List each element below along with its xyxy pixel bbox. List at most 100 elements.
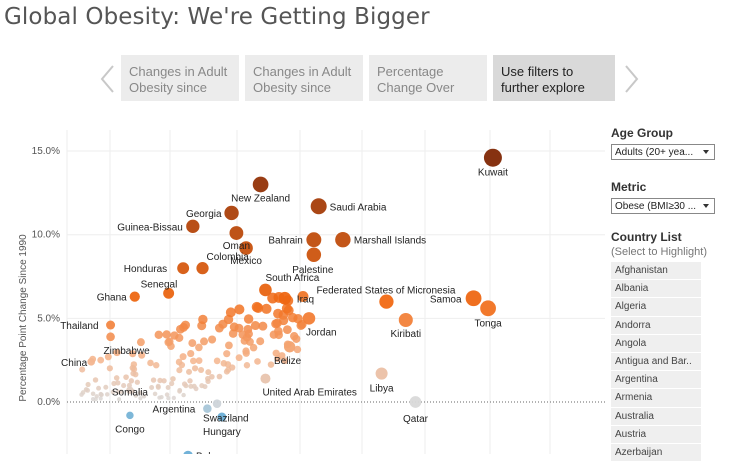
data-point[interactable] (129, 364, 136, 372)
data-point[interactable] (228, 329, 238, 338)
data-point[interactable] (134, 379, 140, 385)
data-point[interactable] (115, 380, 121, 386)
data-point[interactable] (104, 353, 112, 361)
data-point[interactable] (132, 371, 139, 378)
data-point-new-zealand[interactable] (252, 176, 269, 193)
data-point[interactable] (165, 385, 171, 390)
data-point[interactable] (193, 386, 199, 392)
data-point[interactable] (110, 389, 116, 395)
data-point[interactable] (177, 389, 182, 394)
data-point[interactable] (171, 395, 176, 401)
data-point-oman[interactable] (229, 226, 244, 240)
data-point[interactable] (205, 369, 212, 376)
data-point[interactable] (269, 330, 279, 339)
data-point[interactable] (153, 362, 160, 369)
data-point-iraq[interactable] (278, 291, 292, 305)
data-point-kiribati[interactable] (398, 312, 413, 328)
data-point[interactable] (297, 291, 309, 302)
data-point[interactable] (213, 357, 221, 365)
data-point[interactable] (281, 357, 289, 365)
data-point[interactable] (138, 351, 146, 359)
data-point[interactable] (235, 354, 243, 362)
age-group-dropdown[interactable]: Adults (20+ yea... (611, 144, 715, 160)
data-point[interactable] (293, 345, 302, 354)
data-point[interactable] (116, 397, 122, 402)
data-point-belarus[interactable] (183, 450, 193, 454)
data-point[interactable] (199, 383, 205, 389)
data-point[interactable] (273, 308, 283, 319)
data-point[interactable] (147, 359, 154, 367)
data-point[interactable] (103, 384, 109, 390)
data-point[interactable] (179, 353, 187, 361)
data-point[interactable] (170, 331, 179, 340)
story-point-4[interactable]: Use filters to further explore (493, 55, 615, 101)
country-list-item[interactable]: Afghanistan (611, 262, 701, 281)
data-point-china[interactable] (87, 358, 95, 366)
story-point-3[interactable]: Percentage Change Over (369, 55, 487, 101)
data-point[interactable] (234, 323, 244, 333)
data-point[interactable] (164, 392, 170, 397)
story-point-2[interactable]: Changes in Adult Obesity since (245, 55, 363, 101)
data-point[interactable] (271, 319, 281, 329)
data-point[interactable] (136, 338, 145, 347)
data-point[interactable] (214, 323, 224, 333)
data-point-colombia[interactable] (196, 262, 209, 275)
data-point[interactable] (181, 381, 188, 387)
data-point-palestine[interactable] (306, 247, 322, 263)
data-point-libya[interactable] (375, 367, 388, 380)
data-point[interactable] (249, 343, 258, 352)
country-list-item[interactable]: Azerbaijan (611, 443, 701, 462)
country-list-item[interactable]: Austria (611, 425, 701, 444)
data-point-qatar[interactable] (409, 396, 422, 408)
data-point[interactable] (138, 390, 143, 396)
country-list-item[interactable]: Armenia (611, 389, 701, 408)
data-point-argentina[interactable] (203, 404, 212, 413)
data-point-hungary[interactable] (217, 412, 227, 422)
data-point[interactable] (161, 378, 167, 384)
data-point[interactable] (278, 315, 289, 326)
data-point[interactable] (159, 394, 164, 400)
country-list-item[interactable]: Algeria (611, 298, 701, 317)
country-list-item[interactable]: Antigua and Bar.. (611, 352, 701, 372)
data-point[interactable] (178, 361, 186, 369)
data-point[interactable] (138, 396, 143, 401)
data-point[interactable] (225, 341, 233, 350)
data-point[interactable] (208, 335, 217, 344)
data-point[interactable] (191, 365, 199, 372)
data-point[interactable] (150, 377, 157, 383)
data-point[interactable] (282, 325, 292, 335)
data-point[interactable] (94, 394, 99, 399)
data-point[interactable] (113, 375, 120, 381)
chevron-right-icon[interactable] (619, 63, 643, 95)
data-point[interactable] (90, 391, 96, 397)
data-point[interactable] (272, 349, 280, 357)
data-point[interactable] (118, 389, 124, 394)
data-point[interactable] (244, 329, 253, 339)
data-point[interactable] (250, 321, 260, 331)
data-point[interactable] (256, 337, 265, 346)
data-point[interactable] (197, 366, 205, 374)
data-point[interactable] (251, 301, 262, 313)
data-point[interactable] (85, 388, 91, 393)
country-list-item[interactable]: Australia (611, 407, 701, 426)
data-point[interactable] (223, 350, 231, 358)
data-point[interactable] (243, 362, 251, 369)
data-point[interactable] (113, 348, 121, 357)
data-point[interactable] (187, 378, 193, 384)
country-list-item[interactable]: Albania (611, 280, 701, 299)
data-point-marshall-islands[interactable] (335, 232, 351, 248)
story-point-1[interactable]: Changes in Adult Obesity since (121, 55, 239, 101)
data-point[interactable] (157, 377, 163, 384)
data-point[interactable] (243, 314, 254, 324)
data-point[interactable] (188, 339, 197, 348)
data-point-belize[interactable] (283, 341, 296, 353)
data-point-saudi-arabia[interactable] (310, 198, 327, 215)
data-point-federated-states-of-micronesia[interactable] (379, 294, 394, 309)
data-point[interactable] (79, 366, 86, 373)
data-point-mexico[interactable] (239, 241, 253, 255)
data-point[interactable] (152, 391, 158, 397)
data-point[interactable] (123, 374, 129, 380)
data-point[interactable] (254, 358, 261, 365)
data-point[interactable] (195, 343, 203, 352)
data-point[interactable] (224, 361, 232, 368)
